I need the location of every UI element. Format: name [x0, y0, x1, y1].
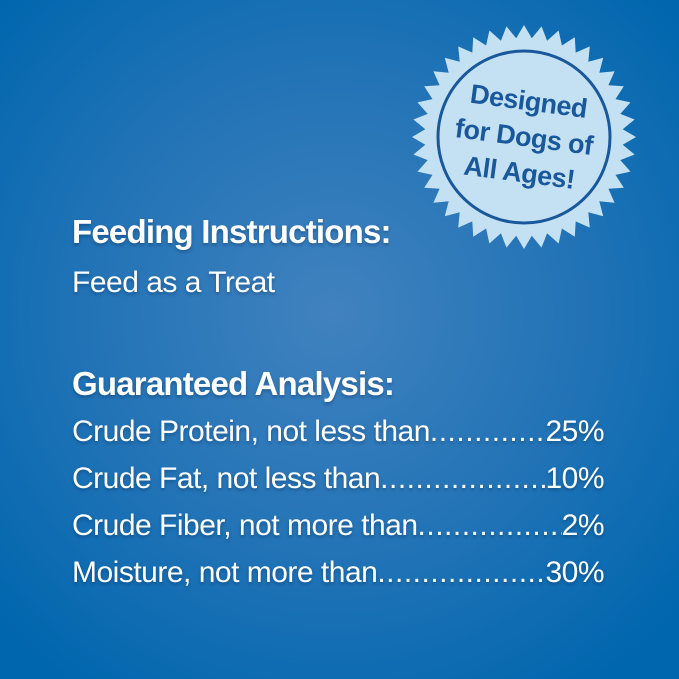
starburst-shape: [412, 25, 636, 249]
feeding-instructions-body: Feed as a Treat: [72, 266, 275, 299]
analysis-row: Moisture, not more than 30%: [72, 549, 604, 596]
dot-leader: [430, 408, 546, 455]
starburst-seal-icon: [412, 25, 636, 249]
analysis-value: 30%: [545, 556, 604, 589]
analysis-label: Moisture, not more than: [72, 556, 378, 589]
badge-text: Designed for Dogs of All Ages!: [396, 9, 652, 265]
guaranteed-analysis-table: Crude Protein, not less than 25% Crude F…: [72, 408, 605, 596]
analysis-value: 2%: [561, 509, 605, 542]
all-ages-badge: Designed for Dogs of All Ages!: [410, 23, 638, 251]
analysis-label: Crude Fiber, not more than: [72, 509, 418, 542]
analysis-row: Crude Protein, not less than 25%: [72, 408, 604, 455]
feeding-instructions-heading: Feeding Instructions:: [72, 213, 392, 250]
dot-leader: [418, 502, 562, 549]
guaranteed-analysis-heading: Guaranteed Analysis:: [72, 365, 395, 402]
analysis-value: 10%: [545, 462, 604, 495]
analysis-row: Crude Fiber, not more than 2%: [72, 502, 605, 549]
analysis-label: Crude Fat, not less than: [72, 462, 381, 495]
badge-ring: [436, 49, 612, 225]
dot-leader: [380, 455, 545, 502]
analysis-row: Crude Fat, not less than 10%: [72, 455, 604, 502]
analysis-label: Crude Protein, not less than: [72, 415, 430, 448]
analysis-value: 25%: [545, 415, 604, 448]
dot-leader: [377, 549, 545, 596]
